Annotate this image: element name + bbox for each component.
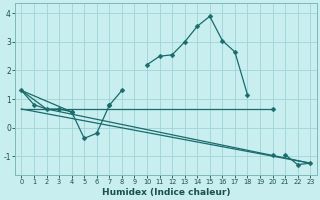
X-axis label: Humidex (Indice chaleur): Humidex (Indice chaleur) [101, 188, 230, 197]
